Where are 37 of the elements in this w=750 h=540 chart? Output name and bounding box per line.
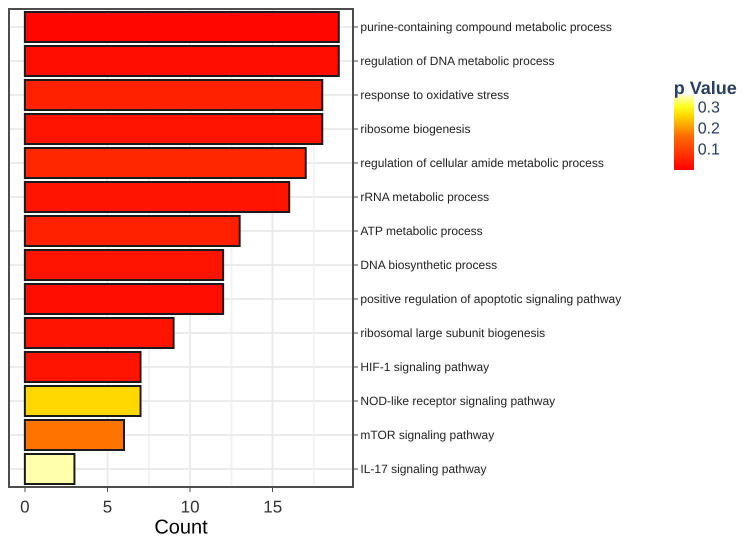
bar — [24, 79, 324, 111]
y-tick-label: response to oxidative stress — [360, 88, 510, 102]
y-tick-label: NOD-like receptor signaling pathway — [360, 394, 556, 408]
color-bar-title: p Value — [674, 78, 737, 98]
y-tick-label: ATP metabolic process — [360, 224, 483, 238]
bar — [24, 283, 224, 315]
y-tick-label: HIF-1 signaling pathway — [360, 360, 490, 374]
x-axis-title: Count — [154, 516, 208, 538]
y-tick-label: positive regulation of apoptotic signaling pathway — [360, 292, 622, 306]
x-tick-label: 10 — [180, 497, 200, 516]
y-tick-label: DNA biosynthetic process — [360, 258, 498, 272]
bar — [24, 385, 142, 417]
bar — [24, 249, 224, 281]
bar — [24, 147, 307, 179]
x-tick-label: 0 — [20, 497, 30, 516]
y-tick-label: regulation of DNA metabolic process — [360, 54, 555, 68]
color-bar-label: 0.1 — [698, 141, 720, 158]
y-tick-label: rRNA metabolic process — [360, 190, 490, 204]
bar — [24, 45, 340, 77]
y-tick-label: ribosomal large subunit biogenesis — [360, 326, 546, 340]
color-bar-label: 0.3 — [698, 100, 720, 117]
y-tick-label: mTOR signaling pathway — [360, 428, 494, 442]
y-tick-label: purine-containing compound metabolic process — [360, 20, 612, 34]
y-tick-label: ribosome biogenesis — [360, 122, 470, 136]
bar — [24, 11, 340, 43]
y-tick-label: regulation of cellular amide metabolic process — [360, 156, 604, 170]
bar — [24, 419, 125, 451]
bar — [24, 113, 324, 145]
y-tick-label: IL-17 signaling pathway — [360, 462, 486, 476]
x-tick-label: 15 — [263, 497, 282, 516]
bar — [24, 215, 241, 247]
x-tick-label: 5 — [102, 497, 112, 516]
color-bar-label: 0.2 — [698, 120, 720, 138]
bar — [24, 453, 76, 485]
bar — [24, 181, 290, 213]
bar — [24, 317, 175, 349]
bar — [24, 351, 142, 383]
